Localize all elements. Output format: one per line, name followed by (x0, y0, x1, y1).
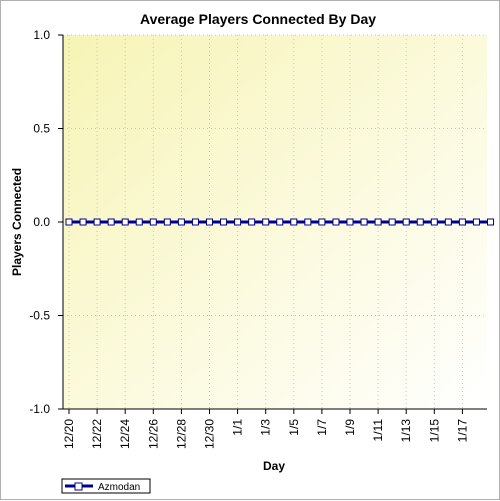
data-point (487, 218, 494, 226)
data-point (304, 218, 312, 226)
data-point (234, 218, 242, 226)
y-tick-label: -1.0 (29, 402, 50, 416)
data-point (318, 218, 326, 226)
data-point (206, 218, 213, 226)
x-tick-label: 12/30 (203, 419, 217, 449)
data-point (360, 218, 368, 226)
y-tick-label: 1.0 (33, 28, 50, 42)
x-tick-label: 1/11 (371, 419, 385, 442)
data-point (388, 218, 396, 226)
data-point (135, 218, 143, 226)
data-point (177, 218, 185, 226)
data-point (472, 218, 480, 226)
x-tick-label: 1/9 (343, 419, 357, 436)
y-tick-label: 0.5 (33, 122, 50, 136)
data-point (149, 218, 157, 226)
legend-label-azmodan: Azmodan (98, 482, 140, 493)
x-tick-label: 1/17 (455, 419, 469, 443)
x-tick-label: 1/1 (231, 419, 245, 436)
x-tick-label: 12/20 (62, 419, 76, 449)
x-tick-label: 12/26 (146, 419, 160, 449)
data-point (65, 218, 73, 226)
y-tick-label: -0.5 (29, 309, 50, 323)
data-point (163, 218, 171, 226)
x-tick-label: 12/22 (90, 419, 104, 449)
data-point (332, 218, 340, 226)
data-point (107, 218, 115, 226)
series-layer (65, 218, 494, 226)
y-axis-ticks: 1.0 0.5 0.0 -0.5 -1.0 (29, 28, 63, 416)
chart-title: Average Players Connected By Day (140, 11, 376, 27)
x-tick-label: 1/7 (315, 419, 329, 436)
x-tick-label: 12/24 (118, 419, 132, 449)
data-point (416, 218, 424, 226)
x-tick-label: 1/5 (287, 419, 301, 436)
data-point (402, 218, 410, 226)
data-point (346, 218, 354, 226)
data-point (430, 218, 438, 226)
legend: Azmodan (61, 478, 151, 494)
data-point (191, 218, 199, 226)
data-point (262, 218, 270, 226)
data-point (121, 218, 129, 226)
legend-swatch-marker (74, 482, 83, 491)
data-point (248, 218, 256, 226)
y-tick-label: 0.0 (33, 215, 50, 229)
x-tick-label: 1/3 (259, 419, 273, 436)
x-tick-label: 1/15 (427, 419, 441, 443)
data-point (444, 218, 452, 226)
y-axis-label: Players Connected (10, 168, 24, 276)
legend-box (61, 478, 151, 494)
data-point (93, 218, 101, 226)
x-axis-ticks: 12/20 12/22 12/24 12/26 12/28 12/30 1/1 1/3 1/5 1… (62, 409, 469, 449)
x-axis-label: Day (263, 459, 285, 473)
x-tick-label: 12/28 (174, 419, 188, 449)
data-point (276, 218, 284, 226)
x-tick-label: 1/13 (399, 419, 413, 443)
data-point (290, 218, 298, 226)
data-point (220, 218, 228, 226)
data-point (458, 218, 466, 226)
data-point (374, 218, 382, 226)
data-point (79, 218, 87, 226)
